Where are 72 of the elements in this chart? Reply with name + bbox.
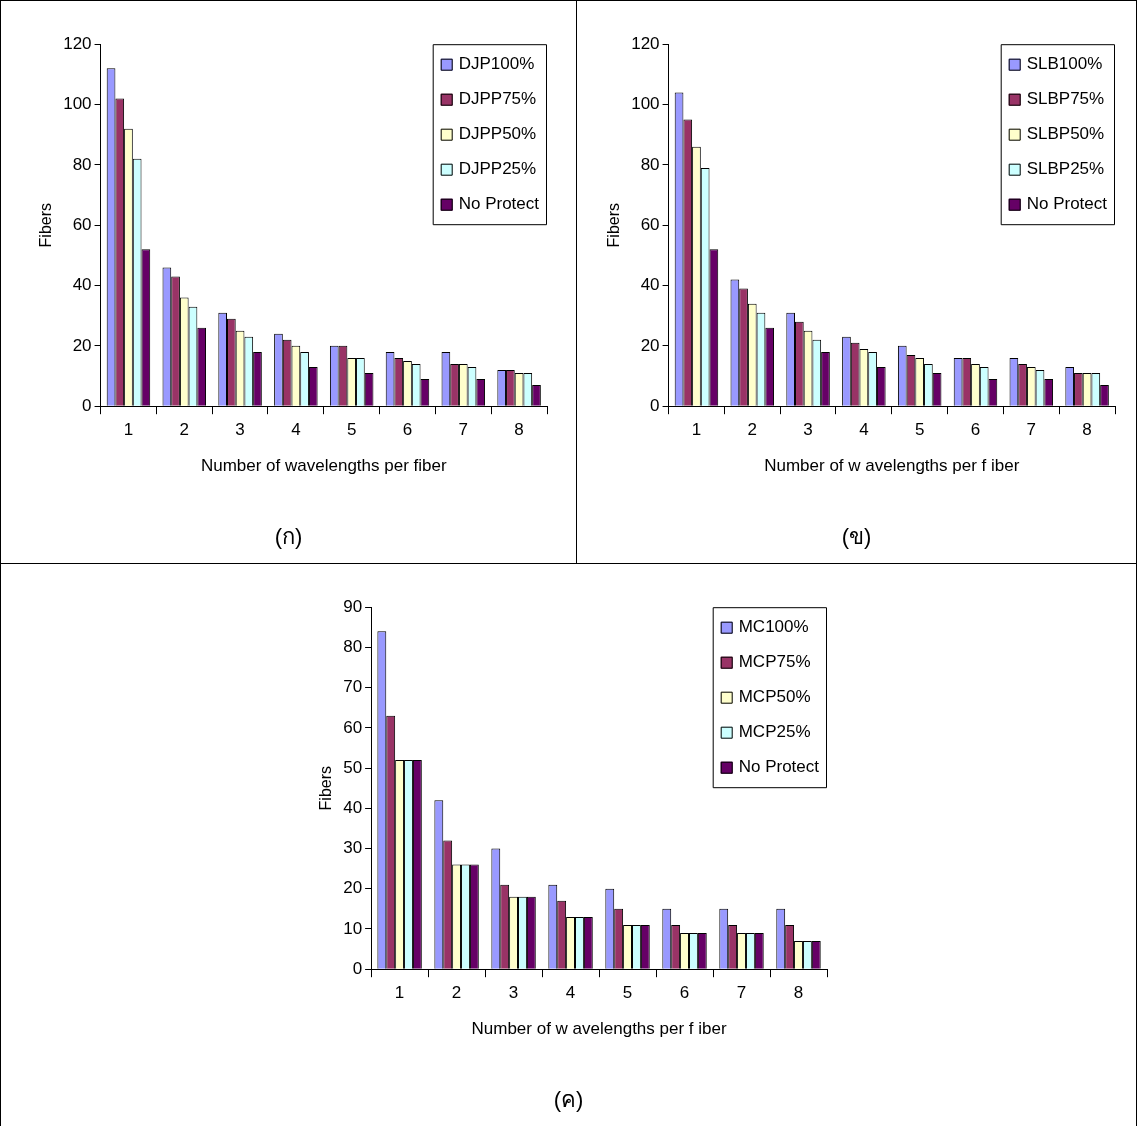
y-axis-title: Fibers (316, 765, 334, 811)
x-axis-title: Number of w avelengths per f iber (470, 1019, 727, 1039)
y-tick-label: 10 (342, 918, 362, 938)
x-tick-label: 4 (565, 983, 575, 1003)
text: (ข) (841, 523, 872, 551)
x-axis-title: Number of w avelengths per f iber (763, 456, 1020, 476)
x-tick-label: 1 (691, 420, 701, 440)
y-tick-label: 40 (640, 275, 660, 295)
y-tick-label: 0 (81, 395, 92, 415)
legend-label: SLB100% (1026, 54, 1102, 74)
x-tick-label: 7 (736, 983, 746, 1003)
y-tick-label: 70 (342, 677, 362, 697)
x-tick-label: 6 (402, 420, 412, 440)
y-tick-label: 40 (342, 798, 362, 817)
legend-label: No Protect (458, 194, 539, 214)
legend-label: SLBP25% (1026, 159, 1104, 179)
y-tick-label: 20 (342, 878, 362, 898)
x-axis-title: Number of wavelengths per fiber (200, 456, 447, 476)
x-tick-label: 5 (346, 420, 356, 440)
x-tick-label: 8 (513, 420, 524, 440)
x-tick-label: 4 (290, 420, 301, 440)
x-tick-label: 2 (747, 420, 757, 440)
x-tick-label: 3 (234, 420, 245, 440)
legend-label: SLBP50% (1026, 124, 1104, 144)
x-tick-label: 7 (458, 420, 468, 440)
y-tick-label: 50 (342, 757, 362, 777)
legend-label: SLBP75% (1026, 89, 1104, 109)
y-axis-title: Fibers (604, 202, 622, 248)
y-axis-title: Fibers (36, 202, 54, 248)
legend-label: MCP50% (738, 687, 810, 707)
x-tick-label: 5 (914, 420, 924, 440)
y-tick-label: 30 (342, 838, 362, 858)
legend-label: DJPP25% (458, 159, 536, 179)
legend-label: MCP25% (738, 722, 810, 742)
x-tick-label: 3 (802, 420, 813, 440)
x-tick-label: 8 (793, 983, 803, 1003)
x-tick-label: 2 (451, 983, 461, 1003)
y-tick-label: 80 (342, 637, 362, 657)
y-tick-label: 60 (342, 717, 362, 737)
y-tick-label: 90 (342, 596, 362, 616)
x-tick-label: 2 (179, 420, 189, 440)
y-tick-label: 20 (72, 335, 92, 355)
x-tick-label: 8 (1081, 420, 1092, 440)
x-tick-label: 3 (508, 983, 518, 1003)
y-tick-label: 120 (62, 33, 92, 53)
y-tick-label: 20 (640, 335, 660, 355)
y-tick-label: 60 (640, 214, 660, 234)
text: (ก) (274, 523, 303, 551)
y-tick-label: 80 (640, 154, 660, 174)
x-tick-label: 7 (1026, 420, 1036, 440)
legend-label: No Protect (1026, 194, 1107, 214)
y-tick-label: 60 (72, 214, 92, 234)
x-tick-label: 6 (970, 420, 980, 440)
y-tick-label: 100 (630, 94, 660, 114)
x-tick-label: 1 (394, 983, 404, 1003)
x-tick-label: 1 (123, 420, 133, 440)
x-tick-label: 5 (622, 983, 632, 1003)
y-tick-label: 0 (352, 958, 362, 978)
legend-label: DJPP50% (458, 124, 536, 144)
legend-label: No Protect (738, 757, 819, 777)
x-tick-label: 6 (679, 983, 689, 1003)
legend-label: DJP100% (458, 54, 534, 74)
y-tick-label: 120 (630, 33, 660, 53)
y-tick-label: 0 (649, 395, 660, 415)
legend-label: MCP75% (738, 652, 810, 672)
x-tick-label: 4 (858, 420, 869, 440)
legend-label: MC100% (738, 617, 809, 637)
legend-label: DJPP75% (458, 89, 536, 109)
y-tick-label: 100 (62, 94, 92, 114)
y-tick-label: 40 (72, 275, 92, 295)
y-tick-label: 80 (72, 154, 92, 174)
text: (ค) (553, 1086, 584, 1114)
